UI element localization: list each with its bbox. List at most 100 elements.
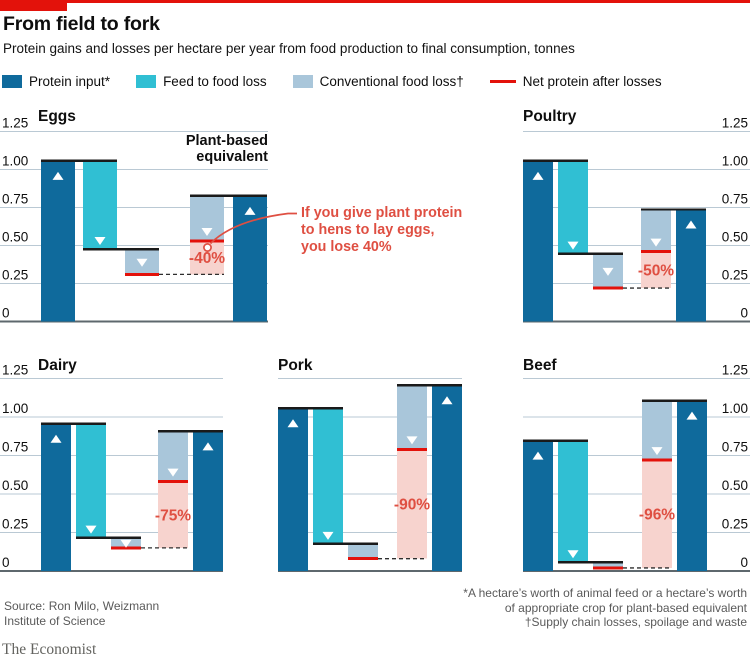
legend-label: Protein input*: [29, 74, 111, 89]
bar-loss-vs-plant: [642, 460, 672, 568]
gain-up-triangle-icon: [686, 411, 698, 420]
bar-plant-protein-input: [432, 386, 462, 571]
bar-feed-to-food-loss: [558, 441, 588, 564]
legend-item-feed-to-food-loss: Feed to food loss: [136, 74, 267, 89]
legend-label: Conventional food loss†: [319, 74, 464, 89]
axis-tick-label: 0: [740, 555, 748, 570]
bar-loss-vs-plant: [397, 449, 427, 559]
loss-down-triangle-icon: [602, 267, 614, 276]
axis-tick-label: 0.50: [2, 230, 28, 245]
loss-down-triangle-icon: [120, 539, 132, 548]
economist-wordmark: The Economist: [2, 641, 97, 658]
chart-beef: 1.25 1.00 0.75 0.50 0.25 0 -96% Beef: [523, 357, 750, 572]
axis-tick-label: 1.25: [722, 116, 748, 131]
legend-item-protein-input: Protein input*: [2, 74, 110, 89]
feed-loss-swatch-icon: [136, 75, 157, 88]
legend: Protein input* Feed to food loss Convent…: [2, 74, 662, 89]
chart-title: Poultry: [523, 108, 577, 125]
bar-protein-input: [278, 409, 308, 571]
loss-down-triangle-icon: [650, 238, 662, 247]
axis-tick-label: 0.25: [722, 268, 748, 283]
gain-up-triangle-icon: [532, 451, 544, 460]
chart-poultry: 1.25 1.00 0.75 0.50 0.25 0 -50% Poultry: [523, 108, 750, 323]
loss-down-triangle-icon: [167, 468, 179, 477]
axis-tick-label: 0.75: [722, 440, 748, 455]
gain-up-triangle-icon: [50, 434, 62, 443]
bar-protein-input: [523, 441, 553, 571]
axis-tick-label: 1.25: [2, 363, 28, 378]
loss-down-triangle-icon: [136, 258, 148, 267]
chart-title: Dairy: [38, 357, 77, 374]
axis-tick-label: 0.50: [722, 230, 748, 245]
loss-percent-label: -75%: [155, 507, 191, 524]
loss-down-triangle-icon: [94, 237, 106, 246]
axis-tick-label: 0: [2, 306, 10, 321]
page-title: From field to fork: [3, 13, 160, 35]
source-note: Source: Ron Milo, Weizmann Institute of …: [4, 599, 160, 628]
loss-down-triangle-icon: [85, 525, 97, 534]
chart-title: Beef: [523, 357, 557, 374]
axis-tick-label: 1.00: [2, 154, 28, 169]
bar-protein-input: [41, 161, 75, 322]
brand-red-tab: [0, 0, 67, 11]
loss-down-triangle-icon: [322, 531, 334, 540]
bar-plant-protein-input: [677, 401, 707, 571]
gain-up-triangle-icon: [244, 206, 256, 215]
bar-plant-protein-input: [676, 210, 706, 322]
net-protein-line-icon: [489, 80, 516, 83]
chart-pork: -90% Pork: [278, 357, 462, 572]
gain-up-triangle-icon: [287, 419, 299, 428]
loss-down-triangle-icon: [651, 447, 663, 456]
bar-plant-protein-input: [233, 196, 267, 322]
bar-conventional-food-loss: [348, 544, 378, 559]
axis-tick-label: 0: [740, 306, 748, 321]
axis-tick-label: 0.25: [722, 517, 748, 532]
legend-label: Feed to food loss: [163, 74, 267, 89]
gain-up-triangle-icon: [532, 171, 544, 180]
axis-tick-label: 0.25: [2, 517, 28, 532]
axis-tick-label: 1.25: [722, 363, 748, 378]
axis-tick-label: 0.75: [2, 440, 28, 455]
loss-down-triangle-icon: [567, 550, 579, 559]
conventional-loss-swatch-icon: [292, 75, 313, 88]
legend-item-net-protein: Net protein after losses: [489, 74, 662, 89]
bar-feed-to-food-loss: [558, 161, 588, 255]
bar-protein-input: [41, 424, 71, 571]
loss-percent-label: -90%: [394, 497, 430, 514]
legend-label: Net protein after losses: [522, 74, 662, 89]
bar-plant-protein-input: [193, 432, 223, 571]
axis-tick-label: 1.25: [2, 116, 28, 131]
callout-anchor-circle-icon: [203, 243, 212, 252]
axis-tick-label: 0.75: [722, 192, 748, 207]
callout-text: If you give plant protein to hens to lay…: [301, 205, 463, 255]
loss-down-triangle-icon: [201, 227, 213, 236]
bar-conventional-food-loss: [593, 563, 623, 568]
axis-tick-label: 0.50: [2, 478, 28, 493]
axis-tick-label: 0.75: [2, 192, 28, 207]
chart-title: Eggs: [38, 108, 76, 125]
bar-loss-vs-plant: [641, 251, 671, 289]
top-red-rule: [0, 0, 750, 3]
protein-input-swatch-icon: [2, 75, 22, 88]
axis-tick-label: 1.00: [722, 154, 748, 169]
loss-down-triangle-icon: [567, 241, 579, 250]
loss-percent-label: -40%: [189, 250, 225, 267]
axis-tick-label: 0: [2, 555, 10, 570]
bar-feed-to-food-loss: [76, 424, 106, 539]
legend-item-conventional-food-loss: Conventional food loss†: [292, 74, 464, 89]
bar-protein-input: [523, 161, 553, 322]
axis-tick-label: 0.50: [722, 478, 748, 493]
chart-dairy: 1.25 1.00 0.75 0.50 0.25 0 -75% Dairy: [0, 357, 223, 572]
bar-feed-to-food-loss: [83, 161, 117, 251]
axis-tick-label: 1.00: [722, 401, 748, 416]
gain-up-triangle-icon: [52, 171, 64, 180]
page-subtitle: Protein gains and losses per hectare per…: [3, 41, 575, 56]
gain-up-triangle-icon: [685, 220, 697, 229]
chart-eggs: 1.25 1.00 0.75 0.50 0.25 0 -40% Eggs: [0, 108, 268, 323]
axis-tick-label: 1.00: [2, 401, 28, 416]
loss-down-triangle-icon: [406, 436, 418, 445]
bar-loss-vs-plant: [158, 481, 188, 548]
gain-up-triangle-icon: [202, 442, 214, 451]
